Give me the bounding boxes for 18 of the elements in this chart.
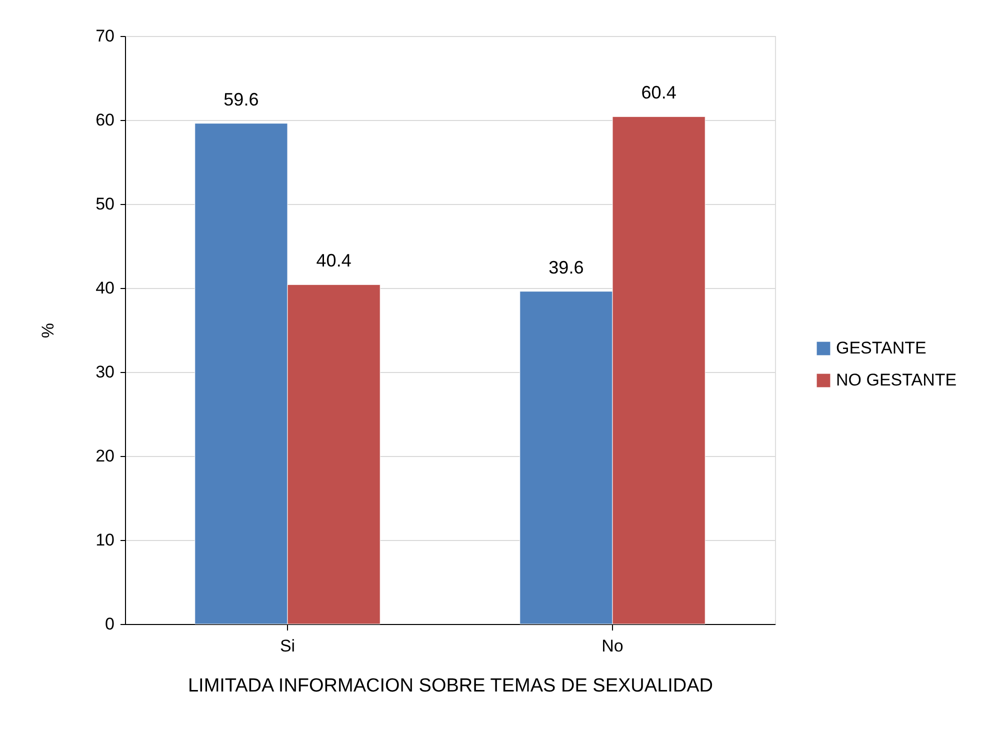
y-tick-label: 50 [96, 194, 114, 214]
legend-label: GESTANTE [836, 338, 926, 358]
x-tick-label: No [602, 636, 624, 656]
data-label: 60.4 [641, 82, 676, 103]
y-tick-label: 60 [96, 110, 114, 130]
data-label: 39.6 [548, 257, 584, 278]
x-tick-label: Si [280, 636, 296, 656]
y-tick-label: 30 [96, 362, 114, 382]
y-axis-title: % [38, 322, 58, 338]
data-label: 40.4 [316, 250, 352, 271]
x-axis-title: LIMITADA INFORMACION SOBRE TEMAS DE SEXUALIDAD [188, 676, 714, 696]
y-tick-label: 70 [96, 26, 114, 46]
y-tick-label: 40 [96, 278, 114, 298]
legend-label: NO GESTANTE [836, 370, 957, 390]
data-label: 59.6 [224, 89, 259, 110]
y-tick-label: 20 [96, 446, 114, 466]
y-tick-label: 0 [105, 614, 114, 634]
y-tick-label: 10 [96, 530, 114, 550]
